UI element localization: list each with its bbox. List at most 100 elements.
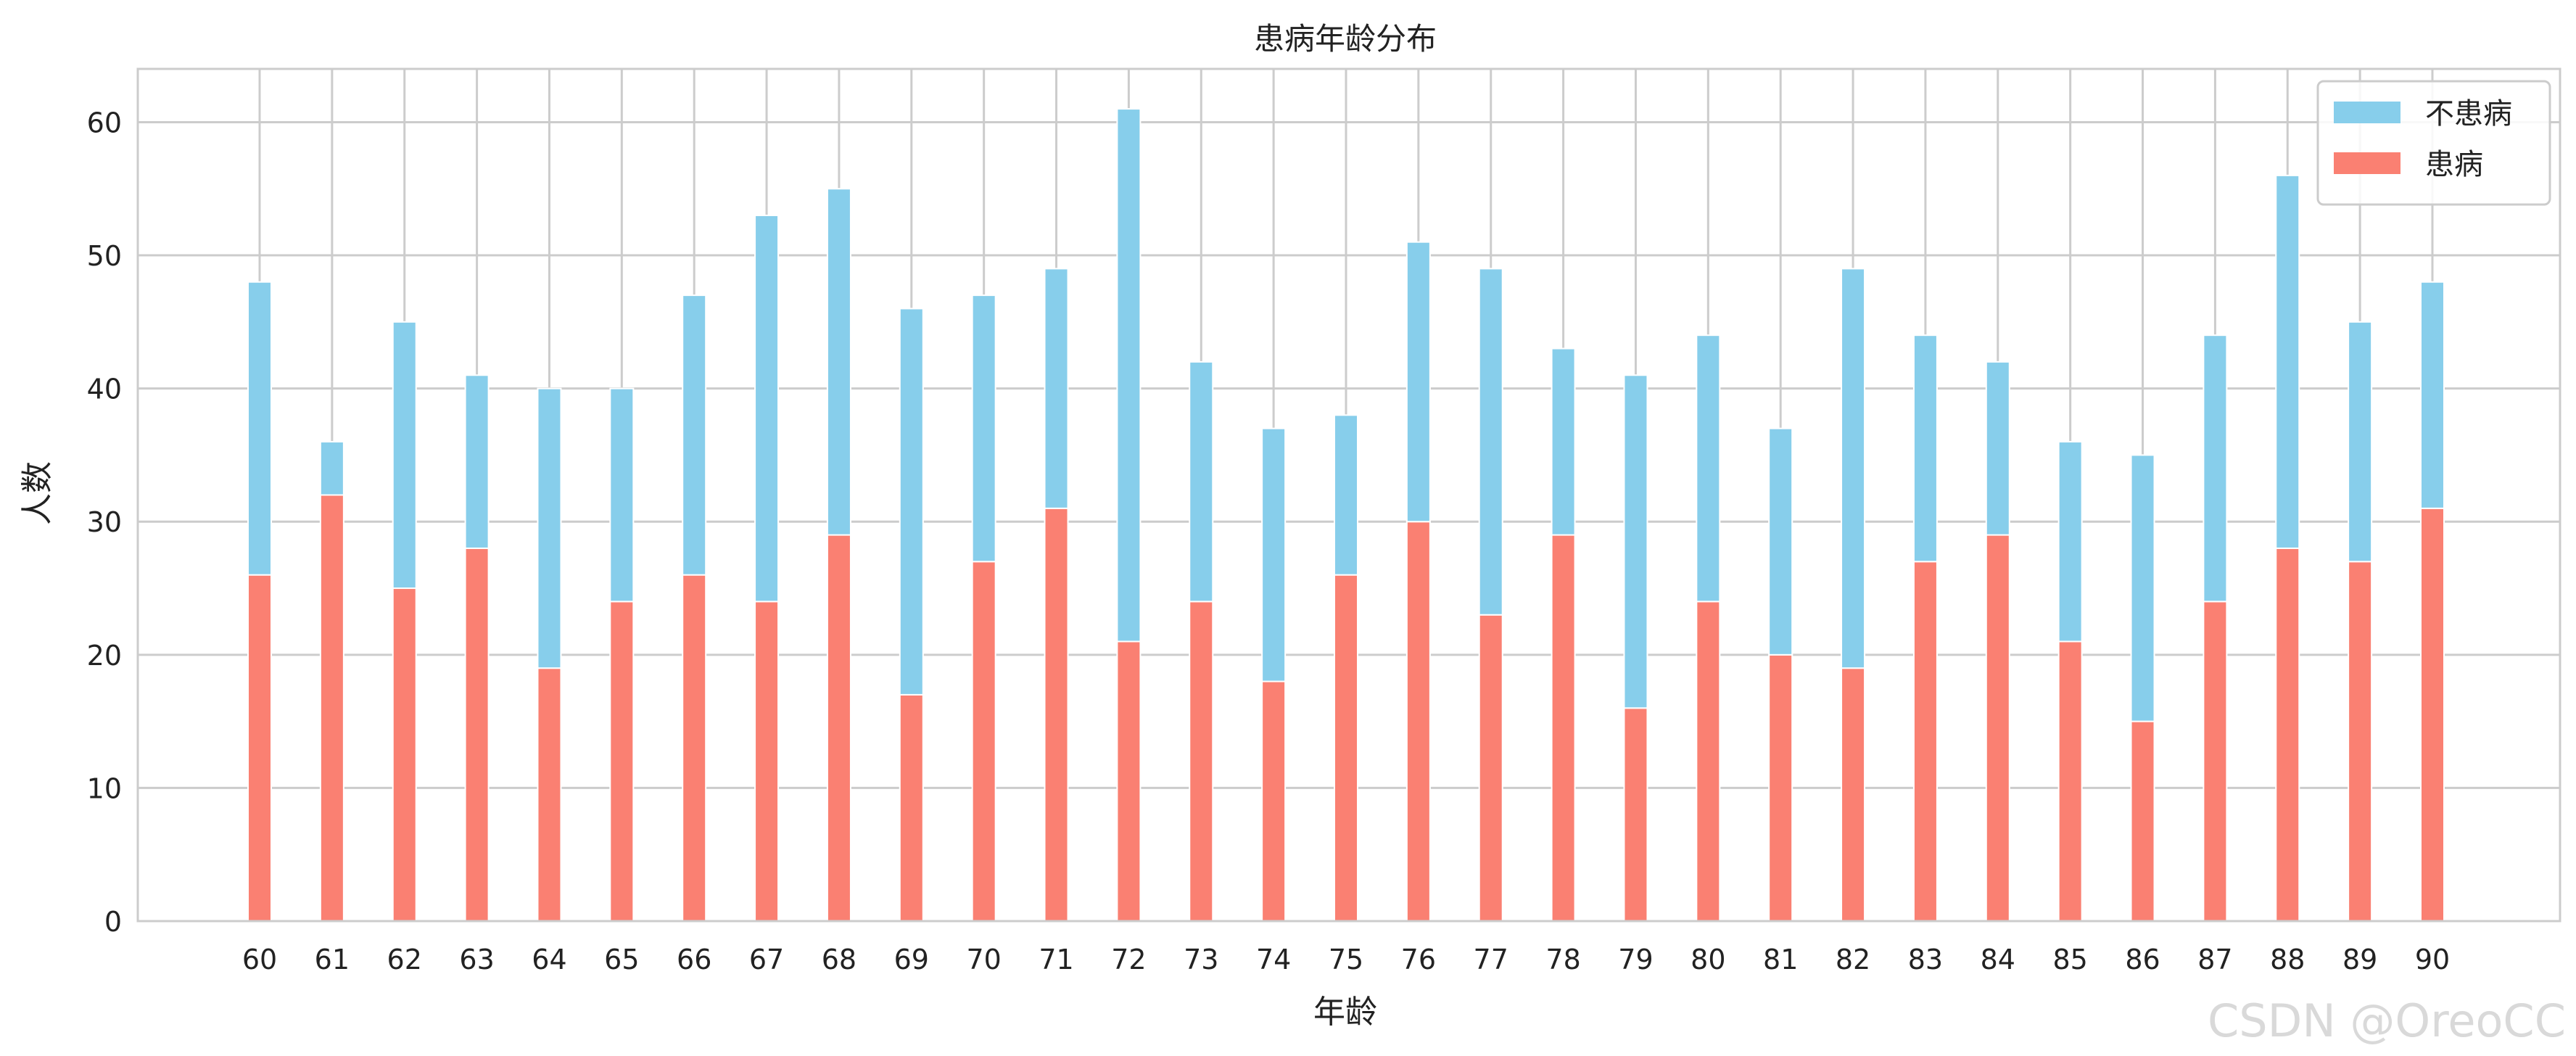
x-tick-label: 73: [1184, 944, 1218, 975]
bar: [2057, 441, 2083, 643]
x-tick-label: 90: [2415, 944, 2450, 975]
tick-labels: 0 10 20 30 40 50 60 60 61 62 63 64 65 66 67 68 69 70 71 72 7…: [87, 107, 2451, 975]
bar: [1478, 268, 1503, 616]
bar: [2203, 601, 2228, 922]
x-tick-label: 64: [532, 944, 566, 975]
x-tick-label: 79: [1618, 944, 1653, 975]
x-tick-label: 69: [894, 944, 929, 975]
bar: [1044, 268, 1069, 509]
bar: [682, 574, 707, 922]
x-tick-label: 71: [1039, 944, 1073, 975]
bar: [1912, 561, 1938, 922]
y-tick-label: 60: [87, 107, 122, 139]
bar: [1768, 653, 1793, 922]
bar: [609, 387, 635, 603]
plot-frame: [136, 67, 2561, 923]
bar: [1623, 707, 1648, 922]
bar: [1985, 360, 2010, 536]
x-axis-label: 年龄: [1313, 994, 1377, 1031]
x-tick-label: 66: [677, 944, 711, 975]
chart-title: 患病年龄分布: [1254, 21, 1437, 57]
bar: [826, 534, 851, 922]
bar: [2203, 334, 2228, 603]
bar: [1696, 601, 1721, 922]
x-tick-label: 60: [242, 944, 277, 975]
bar: [899, 693, 924, 922]
bar: [1841, 268, 1866, 669]
x-tick-label: 61: [315, 944, 350, 975]
bar: [1551, 534, 1576, 922]
plot-area-border: [136, 67, 2561, 923]
y-tick-label: 20: [87, 640, 122, 672]
bar: [1768, 427, 1793, 656]
bar: [1261, 680, 1287, 922]
bar: [319, 441, 344, 496]
x-tick-label: 72: [1111, 944, 1146, 975]
x-tick-label: 76: [1401, 944, 1436, 975]
y-tick-label: 50: [87, 240, 122, 272]
legend-swatch: [2334, 102, 2400, 123]
bar: [464, 374, 490, 549]
y-axis-label: 人数: [19, 461, 56, 525]
bar: [1841, 667, 1866, 922]
x-tick-label: 87: [2197, 944, 2232, 975]
x-tick-label: 78: [1545, 944, 1580, 975]
bar: [392, 321, 417, 590]
bar: [1116, 640, 1142, 922]
x-tick-label: 82: [1836, 944, 1870, 975]
bar: [1623, 374, 1648, 709]
x-tick-label: 74: [1256, 944, 1291, 975]
bar: [2130, 454, 2155, 722]
x-tick-label: 85: [2052, 944, 2087, 975]
bar: [247, 574, 272, 922]
bar: [392, 587, 417, 922]
bar: [1696, 334, 1721, 603]
x-tick-label: 65: [604, 944, 639, 975]
bar: [2057, 640, 2083, 922]
bar: [971, 294, 996, 563]
bar: [1044, 507, 1069, 922]
bar: [2275, 547, 2300, 922]
bar: [1334, 574, 1358, 922]
bar: [682, 294, 707, 576]
bar: [1551, 347, 1576, 536]
bar: [464, 547, 490, 922]
bar: [971, 561, 996, 922]
x-tick-label: 86: [2125, 944, 2160, 975]
bar: [2348, 321, 2373, 563]
bar: [1912, 334, 1938, 563]
legend-swatch: [2334, 152, 2400, 174]
bar: [247, 281, 272, 576]
x-tick-label: 88: [2270, 944, 2305, 975]
bar: [2348, 561, 2373, 922]
x-tick-label: 84: [1981, 944, 2015, 975]
bar: [2275, 174, 2300, 549]
legend-label: 患病: [2425, 148, 2483, 181]
bar: [1405, 241, 1431, 523]
x-tick-label: 70: [966, 944, 1001, 975]
x-tick-label: 77: [1474, 944, 1508, 975]
y-tick-label: 10: [87, 772, 122, 804]
bar: [2420, 281, 2445, 509]
bar: [537, 667, 562, 922]
bar: [609, 601, 635, 922]
x-tick-label: 67: [749, 944, 784, 975]
bar: [1261, 427, 1287, 682]
legend-label: 不患病: [2425, 97, 2512, 131]
x-tick-label: 81: [1763, 944, 1798, 975]
bar: [1478, 614, 1503, 922]
y-tick-label: 0: [104, 906, 122, 938]
bar: [1116, 108, 1142, 643]
y-tick-label: 40: [87, 374, 122, 405]
x-tick-label: 83: [1908, 944, 1943, 975]
bar: [1405, 521, 1431, 922]
bar: [2130, 720, 2155, 922]
bar: [2420, 507, 2445, 922]
x-tick-label: 80: [1690, 944, 1725, 975]
y-tick-label: 30: [87, 506, 122, 538]
bars: [247, 108, 2445, 922]
bar: [1985, 534, 2010, 922]
